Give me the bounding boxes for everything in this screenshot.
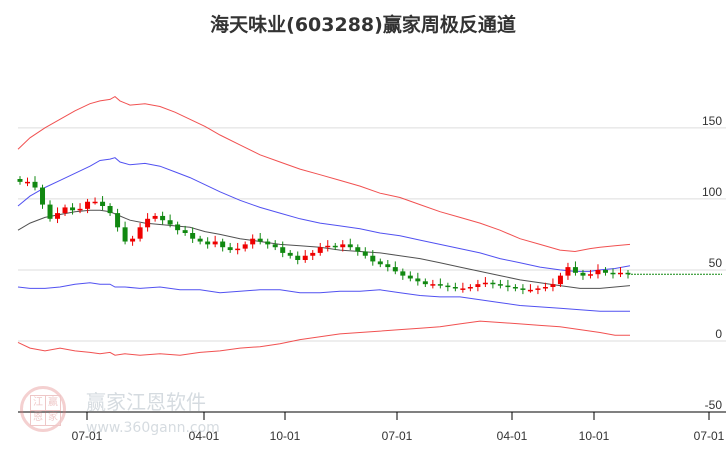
y-tick-label: 0 — [715, 327, 722, 341]
y-tick-label: 150 — [702, 114, 722, 128]
y-tick-label: 100 — [702, 185, 722, 199]
y-tick-label: 50 — [709, 256, 723, 270]
channel-lines — [17, 95, 631, 356]
x-axis-labels: 07-01 04-01 10-01 07-01 04-01 10-01 07-01 — [72, 429, 725, 443]
x-tick-label: 07-01 — [694, 429, 725, 443]
lower_outer-line — [17, 320, 630, 356]
x-tick-label: 04-01 — [189, 429, 220, 443]
x-tick-label: 10-01 — [579, 429, 610, 443]
upper_outer-line — [17, 95, 631, 253]
x-tick-label: 07-01 — [72, 429, 103, 443]
chart-title: 海天味业(603288)赢家周极反通道 — [210, 14, 516, 36]
x-tick-label: 10-01 — [270, 429, 301, 443]
candlesticks — [17, 176, 631, 295]
x-axis — [18, 411, 726, 420]
x-tick-label: 04-01 — [497, 429, 528, 443]
y-axis-labels: 150 100 50 0 -50 — [702, 114, 722, 412]
lower_inner-line — [17, 282, 630, 312]
y-tick-label: -50 — [705, 398, 723, 412]
x-tick-label: 07-01 — [382, 429, 413, 443]
middle-line — [17, 209, 631, 289]
gridlines — [18, 127, 726, 342]
upper_inner-line — [17, 157, 631, 272]
